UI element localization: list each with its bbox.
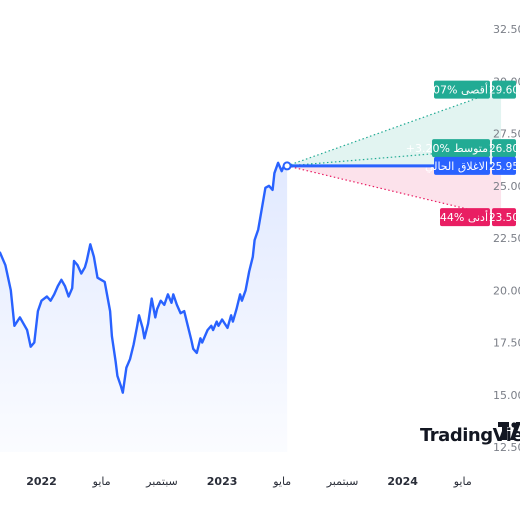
forecast-max-badge-value: 29.60 bbox=[489, 85, 519, 97]
y-tick-label: 32.50 bbox=[493, 23, 520, 36]
y-tick-label: 20.00 bbox=[493, 284, 520, 297]
tradingview-logo: TradingView bbox=[420, 422, 520, 446]
current-price-badge-value: 25.95 bbox=[489, 161, 519, 173]
x-tick-label: مايو bbox=[453, 475, 472, 488]
forecast-min-badge-value: 23.50 bbox=[489, 212, 519, 224]
current-price-badge-label-bg bbox=[434, 156, 490, 175]
forecast-avg-badge-value: 26.80 bbox=[489, 143, 519, 155]
forecast-min-badge-label: -9.44% أدنى bbox=[425, 210, 488, 224]
x-axis: 2022 مايو سبتمبر 2023 مايو سبتمبر 2024 مايو bbox=[26, 475, 472, 488]
y-axis: 12.5015.0017.5020.0022.5025.0027.5030.00… bbox=[493, 23, 520, 454]
x-tick-label: مايو bbox=[272, 475, 291, 488]
forecast-min-badge-value-bg bbox=[492, 208, 516, 227]
forecast-min-badge: -9.44% أدنى 23.50 bbox=[425, 208, 519, 227]
y-tick-label: 27.50 bbox=[493, 128, 520, 141]
x-tick-label: 2024 bbox=[387, 475, 418, 488]
forecast-max-badge: +14.07% أقصى 29.60 bbox=[406, 80, 519, 99]
y-tick-label: 17.50 bbox=[493, 337, 520, 350]
forecast-min-line bbox=[286, 165, 502, 218]
forecast-max-badge-value-bg bbox=[492, 80, 516, 99]
forecast-avg-badge-label-bg bbox=[432, 139, 490, 158]
y-tick-label: 12.50 bbox=[493, 441, 520, 454]
forecast-max-badge-label-bg bbox=[434, 80, 490, 99]
x-tick-label: مايو bbox=[92, 475, 111, 488]
x-tick-label: 2022 bbox=[26, 475, 57, 488]
current-price-badge-value-bg bbox=[492, 156, 516, 175]
price-area-fill bbox=[0, 162, 288, 453]
tradingview-logo-icon bbox=[498, 422, 520, 440]
y-tick-label: 22.50 bbox=[493, 232, 520, 245]
x-tick-label: 2023 bbox=[207, 475, 238, 488]
y-tick-label: 15.00 bbox=[493, 389, 520, 402]
forecast-max-line bbox=[286, 89, 502, 167]
current-price-badge-label: الاغلاق الحالي bbox=[425, 160, 488, 173]
current-price-badge: الاغلاق الحالي 25.95 bbox=[425, 156, 519, 175]
forecast-max-badge-label: +14.07% أقصى bbox=[406, 83, 488, 97]
forecast-min-badge-label-bg bbox=[440, 208, 490, 227]
x-tick-label: سبتمبر bbox=[145, 475, 178, 488]
y-tick-label: 25.00 bbox=[493, 180, 520, 193]
forecast-avg-badge-value-bg bbox=[492, 139, 516, 158]
logo-text: TradingView bbox=[420, 425, 520, 446]
x-tick-label: سبتمبر bbox=[326, 475, 359, 488]
price-line bbox=[0, 161, 289, 394]
current-price-point bbox=[282, 161, 292, 171]
forecast-avg-badge-label: +3.20% متوسط bbox=[406, 142, 488, 155]
forecast-avg-badge: +3.20% متوسط 26.80 bbox=[406, 139, 519, 158]
